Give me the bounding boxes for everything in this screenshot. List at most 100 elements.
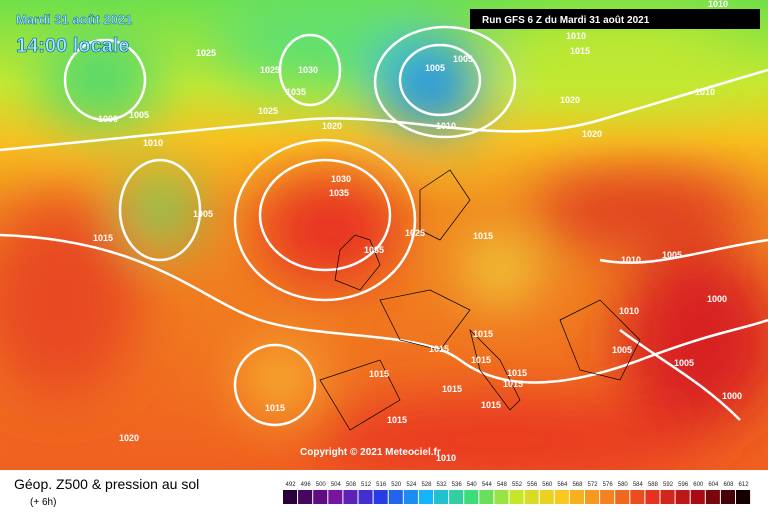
scale-swatch [298, 490, 313, 504]
scale-swatch [675, 490, 690, 504]
scale-label: 572 [588, 482, 599, 488]
scale-label: 560 [542, 482, 553, 488]
isobar-label: 1035 [364, 245, 384, 255]
isobar-label: 1010 [436, 453, 456, 463]
isobar-label: 1010 [695, 87, 715, 97]
isobar-label: 1020 [322, 121, 342, 131]
scale-swatch [615, 490, 630, 504]
scale-swatch [509, 490, 524, 504]
isobar-label: 1015 [265, 403, 285, 413]
scale-label: 524 [406, 482, 417, 488]
scale-swatch [690, 490, 705, 504]
isobar-label: 1010 [619, 306, 639, 316]
scale-swatch [343, 490, 358, 504]
scale-swatch [569, 490, 584, 504]
scale-label: 540 [467, 482, 478, 488]
legend-title: Géop. Z500 & pression au sol [14, 476, 199, 492]
scale-label: 516 [376, 482, 387, 488]
scale-label: 492 [286, 482, 297, 488]
scale-swatch [630, 490, 645, 504]
isobar-label: 1005 [425, 63, 445, 73]
isobar-label: 1015 [473, 329, 493, 339]
scale-swatch [388, 490, 403, 504]
scale-swatch [449, 490, 464, 504]
isobar-label: 1005 [674, 358, 694, 368]
isobar-label: 1010 [566, 31, 586, 41]
scale-label: 584 [633, 482, 644, 488]
scale-swatch [328, 490, 343, 504]
color-scale: 492 496 500 504 508 512 516 520 524 528 532 536 540 5… [283, 482, 751, 504]
isobar-label: 1020 [119, 433, 139, 443]
isobar-label: 1035 [286, 87, 306, 97]
scale-swatch [403, 490, 418, 504]
isobar-label: 1015 [471, 355, 491, 365]
isobar-label: 1025 [258, 106, 278, 116]
legend-lead: (+ 6h) [30, 497, 56, 508]
scale-swatch [720, 490, 735, 504]
forecast-time: 14:00 locale [16, 35, 129, 57]
scale-label: 592 [663, 482, 674, 488]
scale-label: 520 [391, 482, 402, 488]
scale-label: 548 [497, 482, 508, 488]
isobar-label: 1015 [442, 384, 462, 394]
scale-swatch [373, 490, 388, 504]
scale-swatch [313, 490, 328, 504]
coastlines [319, 169, 641, 431]
isobar-label: 1005 [662, 250, 682, 260]
scale-label: 600 [693, 482, 704, 488]
isobar-label: 1010 [436, 121, 456, 131]
isobar-label: 1015 [481, 400, 501, 410]
scale-label: 508 [346, 482, 357, 488]
scale-swatch [600, 490, 615, 504]
isobar-label: 1015 [507, 368, 527, 378]
isobar-label: 1000 [98, 114, 118, 124]
run-box [470, 9, 760, 29]
scale-label: 608 [723, 482, 734, 488]
isobar-label: 1005 [129, 110, 149, 120]
scale-label: 544 [482, 482, 493, 488]
scale-label: 588 [648, 482, 659, 488]
scale-label: 552 [512, 482, 523, 488]
scale-swatch [479, 490, 494, 504]
scale-swatch [418, 490, 433, 504]
scale-swatch [283, 490, 298, 504]
isobar-label: 1010 [621, 255, 641, 265]
run-info: Run GFS 6 Z du Mardi 31 août 2021 [482, 15, 650, 26]
isobar-label: 1020 [560, 95, 580, 105]
scale-label: 612 [739, 482, 750, 488]
scale-label: 536 [452, 482, 463, 488]
scale-swatch [358, 490, 373, 504]
scale-label: 596 [678, 482, 689, 488]
scale-swatch [645, 490, 660, 504]
isobar-label: 1015 [387, 415, 407, 425]
scale-label: 556 [527, 482, 538, 488]
scale-swatch [660, 490, 675, 504]
isobar-label: 1025 [260, 65, 280, 75]
scale-label: 532 [437, 482, 448, 488]
scale-label: 580 [618, 482, 629, 488]
isobar-label: 1035 [329, 188, 349, 198]
scale-swatch [434, 490, 449, 504]
scale-swatch [494, 490, 509, 504]
forecast-date: Mardi 31 août 2021 [16, 12, 132, 27]
isobars [0, 25, 768, 427]
scale-swatch [464, 490, 479, 504]
scale-swatch [585, 490, 600, 504]
scale-label: 576 [603, 482, 614, 488]
isobar-label: 1000 [722, 391, 742, 401]
scale-swatch [705, 490, 720, 504]
isobar-label: 1000 [707, 294, 727, 304]
isobar-label: 1015 [570, 46, 590, 56]
isobar-label: 1005 [612, 345, 632, 355]
copyright: Copyright © 2021 Meteociel.fr [300, 447, 441, 458]
scale-swatch [524, 490, 539, 504]
scale-label: 568 [572, 482, 583, 488]
scale-label: 500 [316, 482, 327, 488]
isobar-label: 1015 [473, 231, 493, 241]
scale-swatch [554, 490, 569, 504]
isobar-label: 1005 [193, 209, 213, 219]
scale-swatch [539, 490, 554, 504]
isobar-label: 1005 [453, 54, 473, 64]
